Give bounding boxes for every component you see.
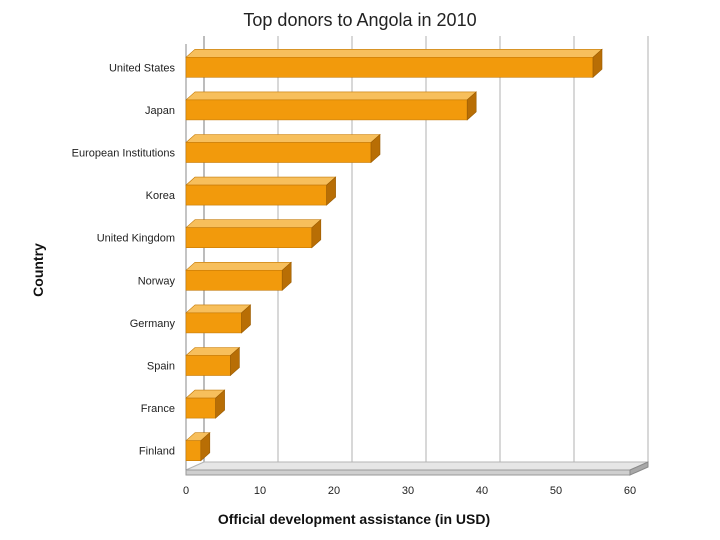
bar-top <box>185 261 292 271</box>
bar-end <box>200 432 211 462</box>
bar-top <box>185 91 477 101</box>
y-tick-label: Spain <box>147 361 175 373</box>
bar-end <box>230 346 240 377</box>
bar <box>185 397 216 419</box>
floor-front <box>185 469 631 476</box>
x-tick-label: 10 <box>254 485 266 497</box>
x-tick-label: 60 <box>624 485 636 497</box>
bar-end <box>241 304 251 334</box>
bar-end <box>466 91 477 121</box>
bar <box>185 440 202 462</box>
bar-end <box>370 133 381 164</box>
bar-top <box>185 304 252 314</box>
x-tick-label: 0 <box>183 485 189 497</box>
bar-end <box>215 389 225 419</box>
bar-end <box>311 219 322 249</box>
bar-top <box>185 134 381 143</box>
y-tick-label: France <box>141 403 175 415</box>
bar <box>185 312 242 334</box>
chart-title: Top donors to Angola in 2010 <box>243 10 477 30</box>
x-tick-label: 30 <box>402 485 414 497</box>
bar <box>185 355 231 376</box>
bar <box>185 269 283 291</box>
x-axis-label: Official development assistance (in USD) <box>217 511 491 527</box>
y-tick-label: Korea <box>146 190 176 202</box>
y-tick-label: Finland <box>139 446 175 458</box>
x-tick-label: 40 <box>476 485 488 497</box>
y-tick-label: Japan <box>145 105 175 117</box>
bar <box>185 99 468 121</box>
bar <box>185 56 594 78</box>
floor-side <box>629 461 649 476</box>
x-tick-label: 20 <box>328 485 340 497</box>
bar-end <box>592 48 603 78</box>
y-tick-label: Germany <box>130 318 176 330</box>
bar <box>185 142 372 163</box>
x-tick-label: 50 <box>550 485 562 497</box>
bar <box>185 227 313 248</box>
y-tick-label: United States <box>109 62 176 74</box>
y-tick-label: European Institutions <box>72 148 176 160</box>
bar-end <box>281 261 292 291</box>
y-axis-label: Country <box>30 243 46 297</box>
bar-top <box>185 48 603 58</box>
bar <box>185 184 327 206</box>
bar-top <box>185 219 322 228</box>
y-tick-label: United Kingdom <box>97 233 175 245</box>
y-tick-label: Norway <box>138 275 176 287</box>
floor-top <box>185 461 649 471</box>
bar-top <box>185 176 337 186</box>
bar-end <box>326 176 336 206</box>
